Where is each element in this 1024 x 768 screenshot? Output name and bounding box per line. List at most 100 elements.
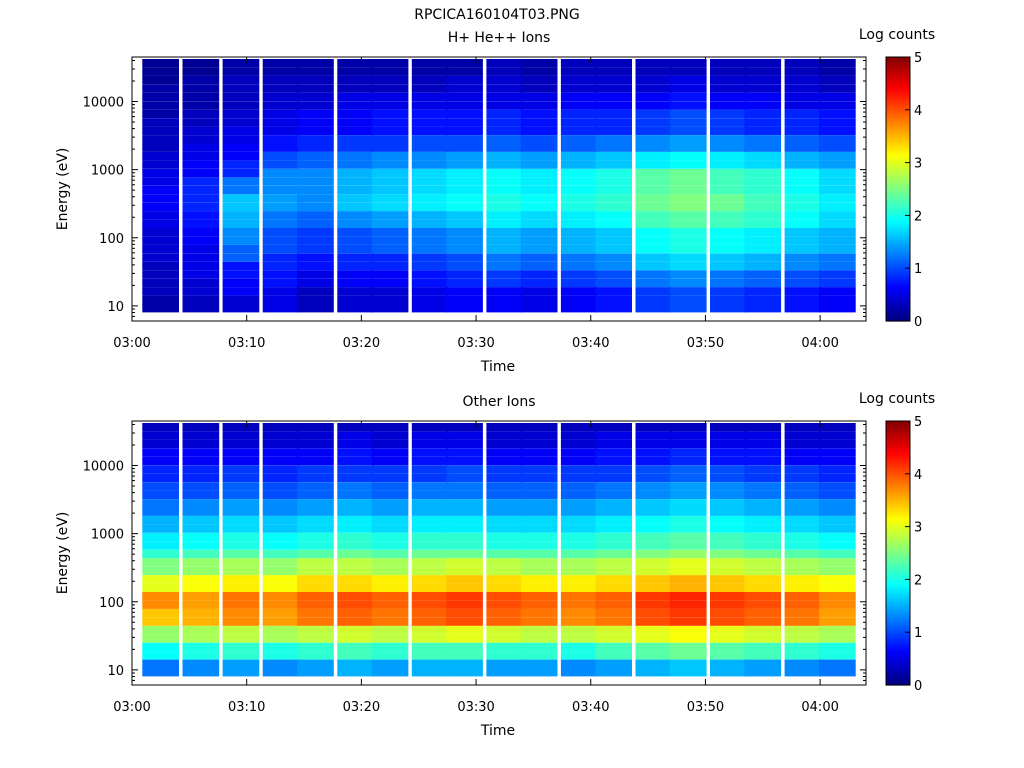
heatmap-cell: [520, 566, 558, 576]
heatmap-cell: [262, 541, 300, 550]
heatmap-cell: [819, 541, 856, 550]
heatmap-cell: [819, 566, 856, 576]
heatmap-cell: [486, 516, 524, 525]
heatmap-cell: [297, 499, 334, 508]
colorbar-segment: [886, 257, 910, 261]
heatmap-cell: [560, 651, 598, 660]
colorbar-segment: [886, 252, 910, 256]
heatmap-cell: [595, 482, 632, 491]
heatmap-cell: [819, 177, 856, 186]
heatmap-cell: [371, 278, 409, 288]
heatmap-cell: [486, 118, 524, 127]
heatmap-cell: [297, 617, 334, 626]
heatmap-cell: [262, 118, 300, 127]
heatmap-cell: [710, 651, 747, 660]
heatmap-cell: [595, 456, 632, 466]
heatmap-cell: [710, 202, 747, 212]
heatmap-cell: [297, 549, 334, 559]
heatmap-cell: [710, 668, 747, 677]
heatmap-cell: [182, 490, 220, 499]
heatmap-cell: [142, 549, 179, 559]
heatmap-cell: [669, 482, 707, 491]
heatmap-cell: [819, 668, 856, 677]
heatmap-cell: [819, 194, 856, 203]
heatmap-cell: [222, 423, 260, 432]
heatmap-cell: [371, 482, 409, 491]
heatmap-cell: [784, 92, 822, 102]
heatmap-cell: [446, 152, 483, 161]
colorbar-segment: [886, 634, 910, 639]
heatmap-cell: [182, 160, 220, 169]
heatmap-cell: [142, 59, 179, 68]
heatmap-cell: [560, 118, 598, 127]
heatmap-cell: [337, 465, 374, 474]
heatmap-cell: [710, 532, 747, 542]
heatmap-cell: [744, 253, 782, 262]
heatmap-cell: [560, 482, 598, 491]
heatmap-cell: [635, 160, 673, 169]
heatmap-cell: [297, 75, 334, 85]
heatmap-cell: [819, 499, 856, 508]
heatmap-cell: [595, 236, 632, 245]
heatmap-cell: [371, 304, 409, 313]
heatmap-cell: [635, 431, 673, 440]
heatmap-cell: [262, 625, 300, 635]
heatmap-cell: [819, 575, 856, 584]
heatmap-cell: [371, 625, 409, 635]
heatmap-cell: [446, 617, 483, 626]
heatmap-cell: [635, 92, 673, 102]
heatmap-cell: [595, 583, 632, 592]
x-tick-label: 03:50: [687, 336, 724, 351]
heatmap-cell: [182, 617, 220, 626]
heatmap-cell: [784, 304, 822, 313]
heatmap-cell: [744, 490, 782, 499]
heatmap-cell: [635, 456, 673, 466]
heatmap-cell: [669, 219, 707, 228]
heatmap-cell: [486, 558, 524, 567]
colorbar-segment: [886, 560, 910, 565]
heatmap-cell: [371, 228, 409, 237]
heatmap-cell: [560, 583, 598, 592]
heatmap-cell: [411, 490, 449, 499]
heatmap-cell: [446, 59, 483, 68]
heatmap-cell: [446, 118, 483, 127]
heatmap-cell: [411, 431, 449, 440]
heatmap-cell: [595, 219, 632, 228]
heatmap-cell: [297, 219, 334, 228]
colorbar-segment: [886, 157, 910, 161]
heatmap-cell: [784, 160, 822, 169]
heatmap-cell: [371, 439, 409, 449]
heatmap-cell: [297, 592, 334, 601]
heatmap-cell: [635, 287, 673, 296]
heatmap-cell: [595, 592, 632, 601]
heatmap-cell: [784, 194, 822, 203]
heatmap-cell: [784, 287, 822, 296]
colorbar-segment: [886, 104, 910, 108]
heatmap-cell: [222, 532, 260, 542]
heatmap-cell: [182, 278, 220, 288]
heatmap-cell: [142, 160, 179, 169]
heatmap-cell: [669, 253, 707, 262]
heatmap-cell: [710, 126, 747, 135]
heatmap-cell: [819, 244, 856, 254]
heatmap-cell: [486, 211, 524, 220]
heatmap-cell: [411, 583, 449, 592]
heatmap-cell: [635, 423, 673, 432]
heatmap-cell: [744, 482, 782, 491]
heatmap-cell: [784, 465, 822, 474]
heatmap-cell: [371, 211, 409, 220]
heatmap-cell: [784, 490, 822, 499]
heatmap-cell: [669, 507, 707, 516]
heatmap-cell: [337, 126, 374, 135]
heatmap-cell: [297, 423, 334, 432]
heatmap-cell: [446, 287, 483, 296]
heatmap-cell: [411, 566, 449, 576]
colorbar-segment: [886, 584, 910, 588]
heatmap-cell: [560, 625, 598, 635]
colorbar-segment: [886, 531, 910, 536]
colorbar-segment: [886, 233, 910, 238]
heatmap-cell: [635, 617, 673, 626]
colorbar-segment: [886, 107, 910, 111]
heatmap-cell: [222, 507, 260, 516]
